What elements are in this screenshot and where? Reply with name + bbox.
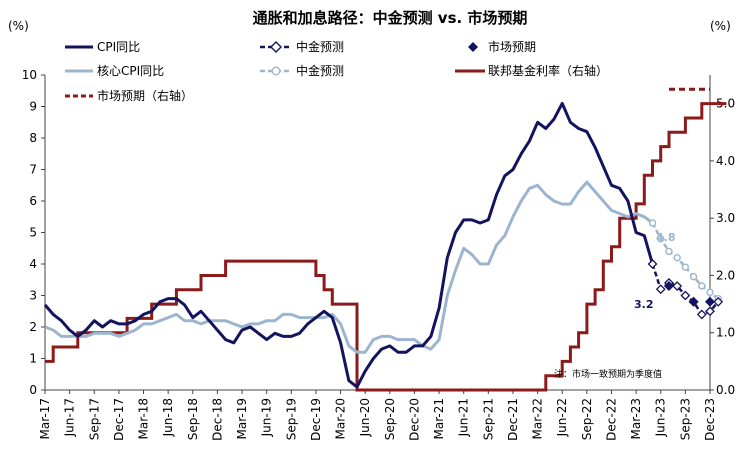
x-tick-label: Mar-17	[38, 398, 52, 439]
left-tick-label: 2	[29, 320, 37, 334]
left-tick-label: 10	[22, 68, 37, 82]
x-tick-label: Jun-22	[555, 398, 569, 437]
left-axis-unit: (%)	[8, 19, 29, 33]
x-tick-label: Dec-19	[309, 398, 323, 441]
cpi-forecast-point	[705, 306, 715, 317]
left-tick-label: 0	[29, 383, 37, 397]
x-tick-label: Jun-20	[358, 398, 372, 437]
legend-market-rate: 市场预期（右轴）	[97, 88, 193, 103]
annotation-cpi-forecast: 3.2	[634, 298, 654, 311]
x-tick-label: Mar-21	[432, 398, 446, 439]
cpi-forecast-point	[680, 290, 691, 301]
x-tick-label: Mar-23	[629, 398, 643, 439]
legend-cpi: CPI同比	[97, 40, 140, 54]
core-forecast-point	[681, 263, 690, 271]
left-tick-label: 5	[29, 226, 37, 240]
left-tick-label: 1	[29, 352, 37, 366]
left-tick-label: 4	[29, 257, 37, 271]
market-expectation-point	[705, 296, 715, 307]
core-forecast-point	[706, 288, 714, 297]
core-forecast-point	[673, 254, 681, 262]
cpi-forecast-point	[647, 259, 658, 269]
x-tick-label: Mar-20	[334, 398, 348, 439]
x-tick-label: Dec-18	[210, 398, 224, 441]
x-tick-label: Sep-22	[580, 398, 594, 440]
x-tick-label: Mar-18	[137, 398, 151, 439]
x-tick-label: Sep-21	[481, 398, 495, 440]
left-tick-label: 7	[29, 163, 37, 177]
core-cpi-line	[44, 180, 654, 354]
x-tick-label: Mar-22	[531, 398, 545, 439]
right-axis-unit: (%)	[710, 19, 731, 33]
cpi-forecast-point	[655, 284, 666, 295]
x-tick-label: Dec-21	[506, 398, 520, 441]
market-expectation-point	[663, 281, 674, 292]
x-tick-label: Dec-17	[112, 398, 126, 441]
x-tick-label: Sep-19	[284, 398, 298, 440]
x-tick-label: Jun-18	[161, 398, 175, 437]
x-tick-label: Jun-19	[260, 398, 274, 437]
x-tick-label: Dec-22	[604, 398, 618, 441]
left-tick-label: 8	[29, 131, 37, 145]
cpi-forecast-point	[696, 309, 707, 320]
x-tick-label: Jun-23	[654, 398, 668, 437]
plot-area	[43, 87, 727, 392]
cpi-forecast-point	[672, 281, 683, 291]
legend-market: 市场预期	[488, 39, 536, 54]
x-tick-label: Jun-17	[63, 398, 77, 437]
right-tick-label: 3.0	[716, 211, 735, 225]
left-tick-label: 3	[29, 289, 37, 303]
legend: CPI同比 中金预测 市场预期 核心CPI同比 中金预测 联邦基金利率（右轴） …	[65, 39, 608, 103]
legend-core-cpi: 核心CPI同比	[97, 64, 164, 78]
left-tick-label: 6	[29, 194, 37, 208]
x-tick-label: Dec-20	[407, 398, 421, 441]
legend-cpi-forecast: 中金预测	[296, 39, 344, 54]
x-tick-label: Sep-20	[383, 398, 397, 440]
chart-title: 通胀和加息路径：中金预测 vs. 市场预期	[253, 9, 528, 27]
x-tick-label: Sep-23	[678, 398, 692, 440]
core-forecast-point	[689, 272, 698, 281]
x-tick-label: Jun-21	[457, 398, 471, 437]
core-forecast-point	[665, 247, 673, 256]
right-tick-label: 2.0	[716, 268, 735, 282]
right-tick-label: 4.0	[716, 154, 735, 168]
core-forecast-point	[657, 235, 665, 243]
footnote: 注：市场一致预期为季度值	[554, 368, 662, 380]
annotation-core-forecast: 4.8	[656, 231, 676, 244]
right-tick-label: 0.0	[716, 383, 735, 397]
legend-core-forecast: 中金预测	[296, 63, 344, 78]
x-tick-label: Sep-17	[87, 398, 101, 440]
legend-fed-rate: 联邦基金利率（右轴）	[488, 63, 608, 78]
cpi-forecast-point	[713, 296, 724, 307]
left-tick-label: 9	[29, 100, 37, 114]
market-expectation-point	[688, 296, 699, 307]
cpi-line	[43, 101, 654, 389]
x-tick-label: Sep-18	[186, 398, 200, 440]
x-tick-label: Dec-23	[703, 398, 717, 441]
right-tick-label: 1.0	[716, 326, 735, 340]
core-forecast-point	[698, 282, 706, 290]
core-forecast-point	[648, 219, 657, 227]
x-tick-label: Mar-19	[235, 398, 249, 439]
